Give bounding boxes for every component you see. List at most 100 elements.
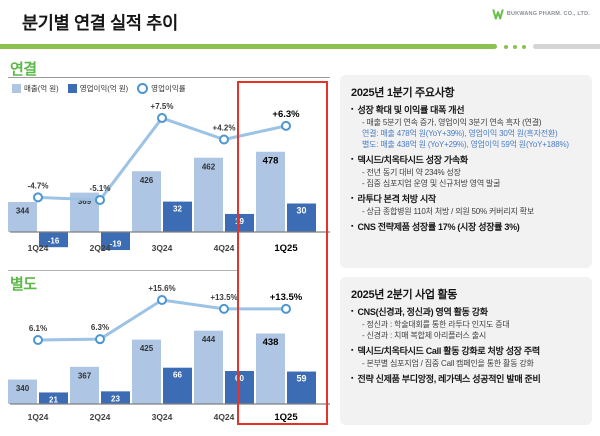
operating-profit-value-label: 66 — [173, 371, 182, 380]
operating-profit-bar — [101, 391, 130, 404]
revenue-value-label: 478 — [263, 155, 279, 166]
square-bullet-icon: ▪ — [351, 347, 354, 355]
company-name-label: BUKWANG PHARM. CO., LTD. — [506, 11, 590, 17]
bullet-sub-text: 별도: 매출 438억 원 (YoY+29%), 영업이익 59억 원(YoY+… — [362, 140, 569, 150]
bullet-item: ▪ 라투다 본격 처방 시작 - 상급 종합병원 110처 처방 / 의원 50% … — [351, 194, 581, 217]
revenue-swatch-icon — [12, 84, 21, 93]
revenue-value-label: 369 — [78, 197, 92, 206]
operating-profit-bar — [287, 371, 316, 404]
header-rule-green — [0, 44, 497, 49]
operating-profit-value-label: 60 — [235, 374, 244, 383]
legend-item-profit: 영업이익(억 원) — [67, 83, 129, 94]
margin-point — [281, 120, 291, 131]
panel-title: 2025년 1분기 주요사항 — [351, 87, 455, 99]
x-axis-label: 3Q24 — [152, 243, 173, 253]
margin-marker-icon — [137, 83, 149, 94]
margin-value-label: -4.7% — [28, 181, 49, 190]
bullet-item: ▪ CNS(신경과, 정신과) 영역 활동 강화 - 정신과 : 학술대회를 통한 … — [351, 307, 581, 341]
margin-point — [219, 303, 229, 314]
chart-legend: 매출(억 원) 영업이익(억 원) 영업이익률 — [12, 83, 186, 94]
header-rule-gray — [533, 44, 600, 49]
margin-point — [157, 113, 167, 124]
margin-point — [33, 335, 43, 346]
operating-profit-bar — [163, 201, 192, 232]
bullet-sub-text: - 매출 5분기 연속 증가, 영업이익 3분기 연속 흑자 (연결) — [362, 117, 542, 127]
bullet-sub-text: - 집중 심포지엄 운영 및 신규처방 영역 발굴 — [362, 179, 501, 189]
bullet-head-row: ▪ 성장 확대 및 이익률 대폭 개선 — [351, 105, 581, 117]
revenue-bar — [8, 202, 37, 232]
bullet-sub-text: - 전년 동기 대비 약 234% 성장 — [362, 167, 461, 177]
bullet-sub-text: - 상급 종합병원 110처 처방 / 의원 50% 커버리지 확보 — [362, 207, 534, 216]
square-bullet-icon: ▪ — [351, 106, 354, 113]
bullet-sub-text: - 정신과 : 학술대회를 통한 라투다 인지도 증대 — [362, 319, 510, 329]
x-axis-label: 1Q25 — [274, 412, 298, 423]
operating-profit-value-label: -16 — [48, 237, 60, 246]
bullet-sub-text: - 본부별 심포지엄 / 집중 Call 캠페인을 통한 활동 강화 — [362, 358, 534, 368]
x-axis-label: 1Q24 — [28, 412, 49, 422]
revenue-value-label: 438 — [263, 337, 279, 348]
x-axis-label: 4Q24 — [214, 412, 235, 422]
page-title: 분기별 연결 실적 추이 — [22, 13, 178, 33]
bullet-item: ▪ 전략 신제품 부디앙정, 레가덱스 성공적인 발매 준비 — [351, 374, 581, 386]
square-bullet-icon: ▪ — [351, 308, 354, 315]
square-bullet-icon: ▪ — [351, 223, 354, 231]
operating-profit-bar — [39, 392, 68, 404]
consolidated-chart-svg: 344 369 426 462 478 -16 -19 32 19 30 -4.7% -5.1% +7.… — [8, 102, 330, 254]
revenue-value-label: 425 — [140, 344, 154, 353]
operating-profit-value-label: 30 — [296, 206, 306, 216]
revenue-bar — [194, 330, 223, 404]
bullet-head-row: ▪ 덱시드/치옥타시드 Call 활동 강화로 처방 성장 주력 — [351, 346, 581, 358]
bullet-head-text: CNS 전략제품 성장률 17% (시장 성장률 3%) — [357, 222, 520, 233]
bullet-head-text: CNS(신경과, 정신과) 영역 활동 강화 — [357, 307, 488, 317]
revenue-value-label: 444 — [202, 335, 216, 344]
margin-value-label: 6.1% — [29, 324, 47, 333]
operating-profit-value-label: 21 — [49, 395, 58, 404]
margin-value-label: +6.3% — [272, 109, 300, 120]
margin-point — [33, 192, 43, 203]
x-axis-label: 3Q24 — [152, 412, 173, 422]
bullet-head-row: ▪ CNS(신경과, 정신과) 영역 활동 강화 — [351, 307, 581, 319]
margin-value-label: -5.1% — [90, 184, 111, 193]
company-logo: BUKWANG PHARM. CO., LTD. — [492, 8, 590, 20]
x-axis-label: 4Q24 — [214, 243, 235, 253]
bullet-item: ▪ CNS 전략제품 성장률 17% (시장 성장률 3%) — [351, 222, 581, 234]
operating-profit-bar — [101, 232, 130, 251]
margin-value-label: +15.6% — [148, 284, 175, 293]
bukwang-logo-icon — [492, 9, 504, 20]
legend-item-margin: 영업이익률 — [137, 83, 186, 94]
operating-profit-value-label: -19 — [110, 240, 122, 249]
separate-chart: 340 367 425 444 438 21 23 66 60 59 6.1% 6.3% +15.6% +… — [8, 284, 332, 425]
revenue-bar — [194, 157, 223, 232]
operating-profit-bar — [225, 213, 254, 232]
square-bullet-icon: ▪ — [351, 156, 354, 164]
revenue-value-label: 367 — [78, 371, 92, 380]
q2-plans-panel: 2025년 2분기 사업 활동 ▪ CNS(신경과, 정신과) 영역 활동 강화 - … — [340, 277, 592, 425]
bullet-head-text: 전략 신제품 부디앙정, 레가덱스 성공적인 발매 준비 — [357, 373, 541, 384]
margin-point — [95, 194, 105, 205]
revenue-bar — [256, 151, 285, 232]
bullet-head-row: ▪ 라투다 본격 처방 시작 — [351, 194, 581, 206]
operating-profit-value-label: 19 — [235, 217, 244, 226]
rule-dot — [513, 45, 517, 49]
revenue-bar — [8, 379, 37, 404]
legend-profit-label: 영업이익(억 원) — [79, 84, 129, 93]
bullet-head-text: 덱시드/치옥타시드 성장 가속화 — [357, 155, 468, 166]
section-divider — [8, 270, 237, 271]
bullet-item: ▪ 덱시드/치옥타시드 성장 가속화 - 전년 동기 대비 약 234% 성장 - 집… — [351, 155, 581, 189]
revenue-bar — [132, 339, 161, 404]
margin-point — [157, 295, 167, 306]
profit-swatch-icon — [67, 84, 77, 93]
x-axis-label: 1Q24 — [28, 243, 49, 253]
margin-point — [95, 334, 105, 345]
legend-item-revenue: 매출(억 원) — [12, 83, 59, 94]
operating-profit-value-label: 59 — [296, 374, 306, 384]
operating-profit-bar — [225, 371, 254, 404]
bullet-head-text: 덱시드/치옥타시드 Call 활동 강화로 처방 성장 주력 — [357, 346, 540, 357]
operating-profit-value-label: 32 — [173, 205, 182, 214]
consolidated-chart: 344 369 426 462 478 -16 -19 32 19 30 -4.7% -5.1% +7.… — [8, 80, 332, 272]
bullet-head-text: 성장 확대 및 이익률 대폭 개선 — [357, 105, 465, 115]
operating-profit-value-label: 23 — [111, 394, 120, 403]
margin-value-label: 6.3% — [91, 323, 109, 332]
square-bullet-icon: ▪ — [351, 374, 354, 382]
margin-value-label: +4.2% — [213, 124, 236, 133]
